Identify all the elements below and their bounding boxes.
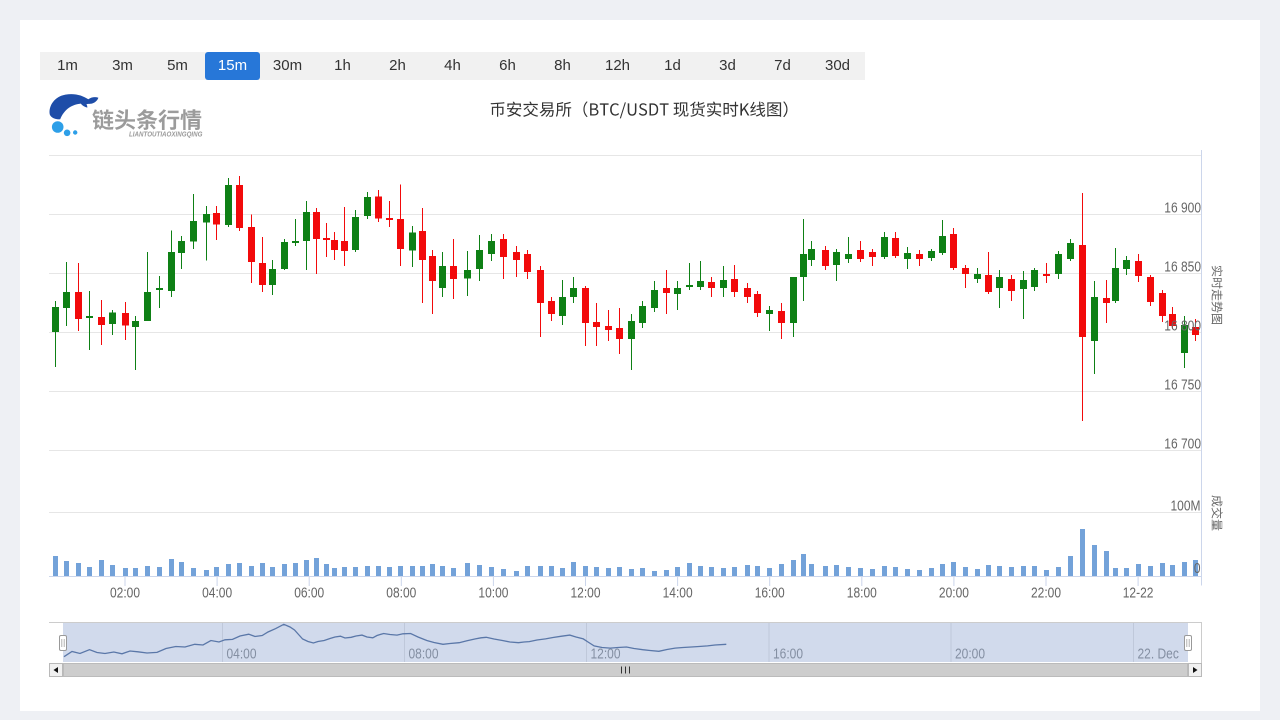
svg-text:16:00: 16:00 (773, 645, 803, 662)
svg-text:04:00: 04:00 (227, 645, 257, 662)
svg-text:16 800: 16 800 (1164, 317, 1201, 334)
svg-text:22:00: 22:00 (1031, 584, 1061, 601)
svg-text:16 850: 16 850 (1164, 258, 1201, 275)
svg-text:18:00: 18:00 (847, 584, 877, 601)
svg-text:12-22: 12-22 (1123, 584, 1154, 601)
svg-text:12:00: 12:00 (591, 645, 621, 662)
svg-text:0: 0 (1194, 560, 1201, 577)
svg-text:16 700: 16 700 (1164, 435, 1201, 452)
svg-text:08:00: 08:00 (409, 645, 439, 662)
svg-text:22. Dec: 22. Dec (1138, 645, 1180, 662)
svg-text:20:00: 20:00 (939, 584, 969, 601)
svg-text:100M: 100M (1170, 497, 1200, 514)
svg-text:06:00: 06:00 (294, 584, 324, 601)
svg-text:16 750: 16 750 (1164, 376, 1201, 393)
svg-text:16:00: 16:00 (755, 584, 785, 601)
svg-text:02:00: 02:00 (110, 584, 140, 601)
svg-text:04:00: 04:00 (202, 584, 232, 601)
svg-text:08:00: 08:00 (386, 584, 416, 601)
svg-text:12:00: 12:00 (570, 584, 600, 601)
svg-text:16 900: 16 900 (1164, 199, 1201, 216)
svg-text:10:00: 10:00 (478, 584, 508, 601)
svg-text:14:00: 14:00 (663, 584, 693, 601)
svg-text:20:00: 20:00 (955, 645, 985, 662)
svg-text:LIANTOUTIAOXINGQING: LIANTOUTIAOXINGQING (129, 132, 203, 139)
